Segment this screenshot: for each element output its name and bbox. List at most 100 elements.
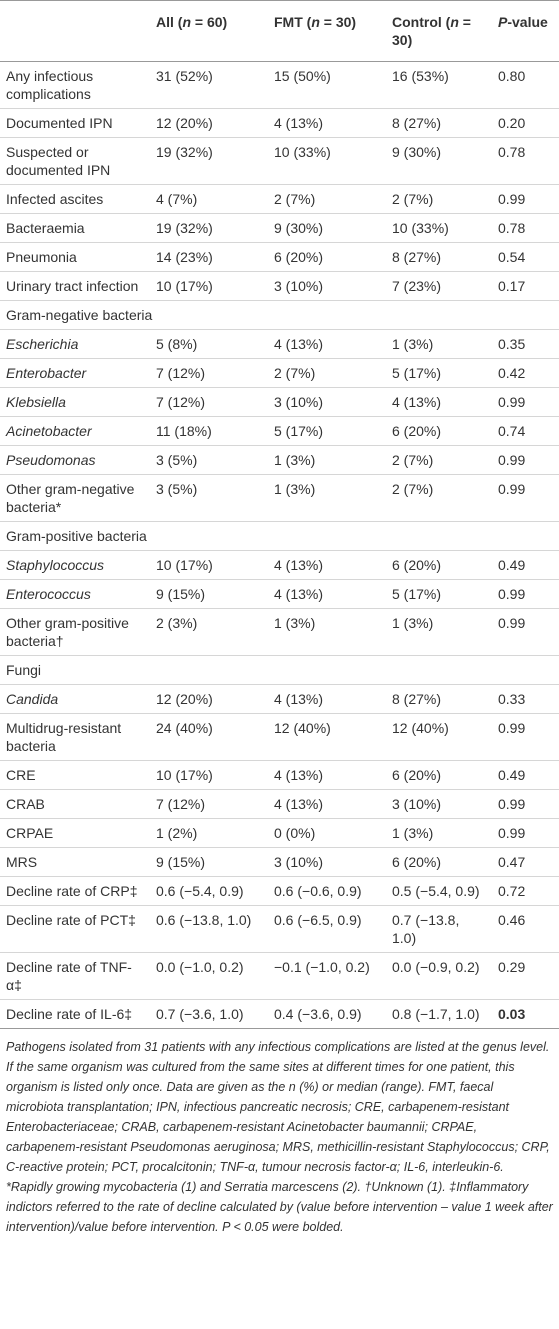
cell: 5 (8%) <box>150 329 268 359</box>
cell: 8 (27%) <box>386 108 492 138</box>
cell: 0.7 (−3.6, 1.0) <box>150 999 268 1029</box>
table-row: Acinetobacter 11 (18%) 5 (17%) 6 (20%) 0.74 <box>0 416 559 446</box>
header-cell <box>0 0 150 62</box>
cell: 12 (20%) <box>150 684 268 714</box>
row-label: Decline rate of TNF-α‡ <box>0 952 150 1000</box>
table-row: Suspected or documented IPN 19 (32%) 10 (3… <box>0 137 559 185</box>
table-row: Infected ascites 4 (7%) 2 (7%) 2 (7%) 0.99 <box>0 184 559 214</box>
cell: 0.0 (−0.9, 0.2) <box>386 952 492 1000</box>
table-row: MRS 9 (15%) 3 (10%) 6 (20%) 0.47 <box>0 847 559 877</box>
cell: 1 (3%) <box>268 608 386 656</box>
cell: 2 (7%) <box>268 358 386 388</box>
cell: 3 (10%) <box>386 789 492 819</box>
cell: 3 (10%) <box>268 847 386 877</box>
cell: 31 (52%) <box>150 61 268 109</box>
cell: 4 (13%) <box>268 579 386 609</box>
cell: 7 (12%) <box>150 789 268 819</box>
table-row: Other gram-negative bacteria* 3 (5%) 1 (3%… <box>0 474 559 522</box>
cell: 0.33 <box>492 684 559 714</box>
cell: 5 (17%) <box>386 579 492 609</box>
cell: 0.35 <box>492 329 559 359</box>
cell: 0.46 <box>492 905 559 953</box>
cell: 10 (17%) <box>150 550 268 580</box>
cell: 12 (40%) <box>386 713 492 761</box>
row-label: Any infectious complications <box>0 61 150 109</box>
cell: 0.6 (−13.8, 1.0) <box>150 905 268 953</box>
header-cell: P-value <box>492 0 559 62</box>
header-text: -value <box>507 14 548 30</box>
row-label: CRE <box>0 760 150 790</box>
cell: 6 (20%) <box>386 416 492 446</box>
row-label: MRS <box>0 847 150 877</box>
cell: 0.99 <box>492 608 559 656</box>
cell: 9 (30%) <box>268 213 386 243</box>
cell: 0.17 <box>492 271 559 301</box>
cell: 1 (3%) <box>386 818 492 848</box>
cell: 0 (0%) <box>268 818 386 848</box>
row-label: Bacteraemia <box>0 213 150 243</box>
cell: 8 (27%) <box>386 684 492 714</box>
results-table: All (n = 60) FMT (n = 30) Control (n = 30)… <box>0 0 559 1029</box>
cell: 2 (7%) <box>268 184 386 214</box>
row-label: CRAB <box>0 789 150 819</box>
table-row: Multidrug-resistant bacteria 24 (40%) 12 (… <box>0 713 559 761</box>
cell: −0.1 (−1.0, 0.2) <box>268 952 386 1000</box>
cell: 5 (17%) <box>268 416 386 446</box>
cell: 3 (5%) <box>150 445 268 475</box>
row-label: Documented IPN <box>0 108 150 138</box>
cell: 0.99 <box>492 579 559 609</box>
cell: 10 (17%) <box>150 760 268 790</box>
cell: 24 (40%) <box>150 713 268 761</box>
cell: 4 (13%) <box>268 684 386 714</box>
cell: 0.8 (−1.7, 1.0) <box>386 999 492 1029</box>
cell: 0.49 <box>492 550 559 580</box>
table-row: Gram-negative bacteria <box>0 300 559 330</box>
row-label: Staphylococcus <box>0 550 150 580</box>
cell: 3 (5%) <box>150 474 268 522</box>
row-label: Gram-positive bacteria <box>0 521 559 551</box>
header-text: = 30) <box>392 14 471 48</box>
cell: 1 (3%) <box>386 329 492 359</box>
header-text: P <box>498 14 508 30</box>
row-label: Enterococcus <box>0 579 150 609</box>
cell: 0.47 <box>492 847 559 877</box>
table-row: Bacteraemia 19 (32%) 9 (30%) 10 (33%) 0.78 <box>0 213 559 243</box>
cell: 4 (13%) <box>268 329 386 359</box>
table-row: Decline rate of TNF-α‡ 0.0 (−1.0, 0.2) −0.… <box>0 952 559 1000</box>
cell: 6 (20%) <box>386 847 492 877</box>
header-text: FMT ( <box>274 14 312 30</box>
cell: 7 (12%) <box>150 358 268 388</box>
cell: 2 (7%) <box>386 445 492 475</box>
table-row: Candida 12 (20%) 4 (13%) 8 (27%) 0.33 <box>0 684 559 714</box>
cell: 0.54 <box>492 242 559 272</box>
table-row: Pseudomonas 3 (5%) 1 (3%) 2 (7%) 0.99 <box>0 445 559 475</box>
cell: 0.42 <box>492 358 559 388</box>
table-row: Decline rate of IL-6‡ 0.7 (−3.6, 1.0) 0.4 … <box>0 999 559 1029</box>
table-row: CRAB 7 (12%) 4 (13%) 3 (10%) 0.99 <box>0 789 559 819</box>
cell: 0.0 (−1.0, 0.2) <box>150 952 268 1000</box>
table-row: Klebsiella 7 (12%) 3 (10%) 4 (13%) 0.99 <box>0 387 559 417</box>
table-row: Staphylococcus 10 (17%) 4 (13%) 6 (20%) 0.49 <box>0 550 559 580</box>
cell: 4 (13%) <box>268 789 386 819</box>
table-row: Pneumonia 14 (23%) 6 (20%) 8 (27%) 0.54 <box>0 242 559 272</box>
cell: 0.20 <box>492 108 559 138</box>
row-label: Decline rate of CRP‡ <box>0 876 150 906</box>
row-label: Klebsiella <box>0 387 150 417</box>
table-row: CRPAE 1 (2%) 0 (0%) 1 (3%) 0.99 <box>0 818 559 848</box>
header-text: n <box>182 14 192 30</box>
cell: 0.6 (−0.6, 0.9) <box>268 876 386 906</box>
cell: 16 (53%) <box>386 61 492 109</box>
cell: 0.78 <box>492 137 559 185</box>
table-row: Gram-positive bacteria <box>0 521 559 551</box>
cell: 0.78 <box>492 213 559 243</box>
row-label: Other gram-positive bacteria† <box>0 608 150 656</box>
row-label: Pneumonia <box>0 242 150 272</box>
row-label: Acinetobacter <box>0 416 150 446</box>
row-label: Infected ascites <box>0 184 150 214</box>
row-label: Suspected or documented IPN <box>0 137 150 185</box>
table-row: Urinary tract infection 10 (17%) 3 (10%) 7 … <box>0 271 559 301</box>
header-text: n <box>450 14 459 30</box>
table-row: Escherichia 5 (8%) 4 (13%) 1 (3%) 0.35 <box>0 329 559 359</box>
table-row: Documented IPN 12 (20%) 4 (13%) 8 (27%) 0.20 <box>0 108 559 138</box>
header-text: n <box>311 14 320 30</box>
